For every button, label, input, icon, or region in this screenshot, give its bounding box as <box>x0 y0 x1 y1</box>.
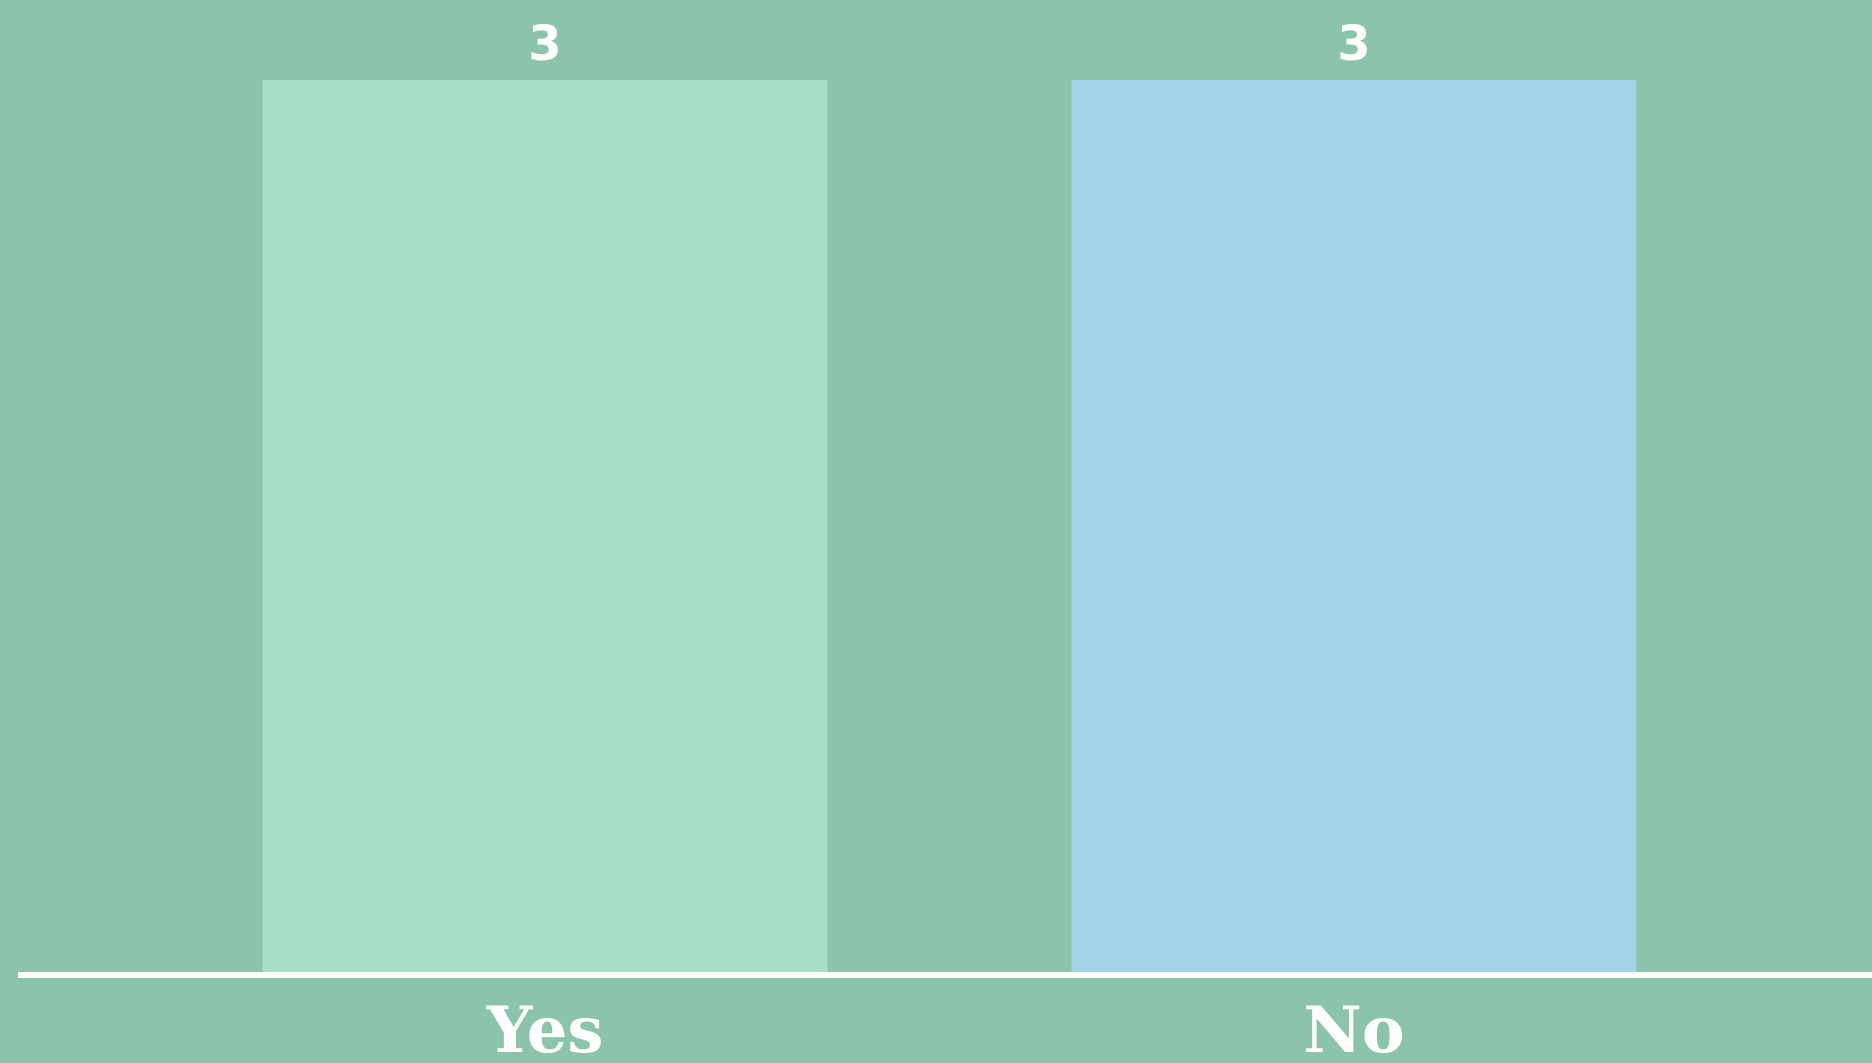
data-label-yes: 3 <box>528 16 561 72</box>
labels-layer: 3 Yes 3 No <box>486 16 1405 1063</box>
data-label-no: 3 <box>1337 16 1370 72</box>
bar-no <box>1071 80 1637 972</box>
bars-layer <box>262 80 1637 972</box>
category-label-yes: Yes <box>486 993 604 1063</box>
bar-yes <box>262 80 828 972</box>
category-label-no: No <box>1303 993 1404 1063</box>
